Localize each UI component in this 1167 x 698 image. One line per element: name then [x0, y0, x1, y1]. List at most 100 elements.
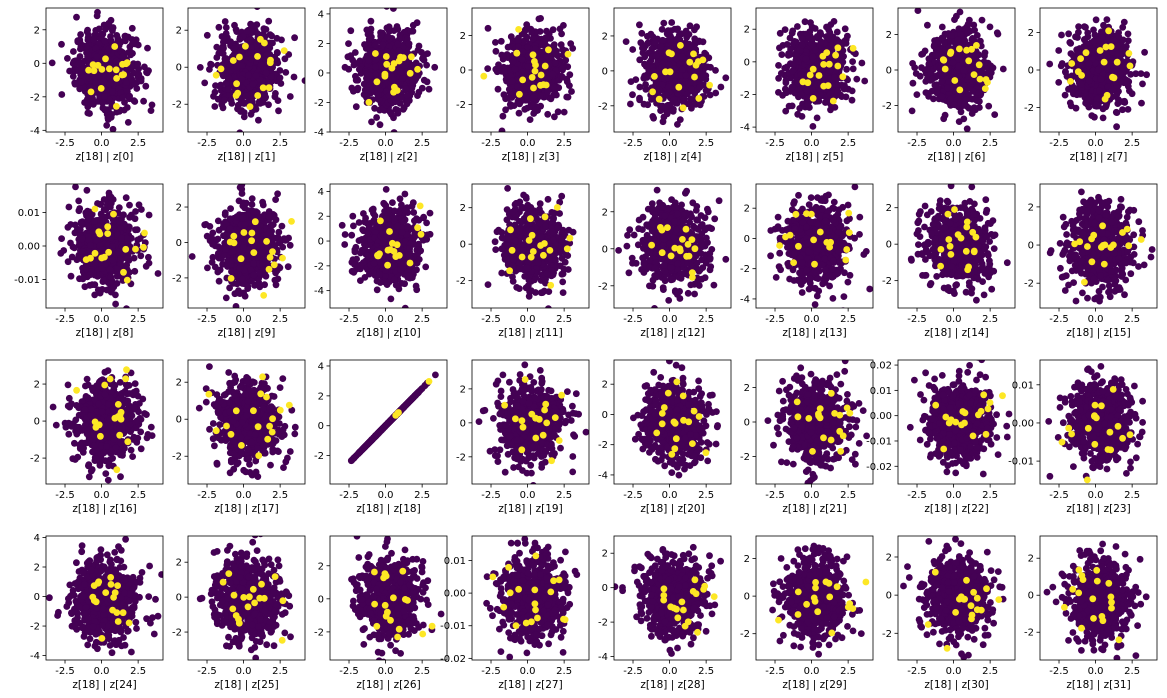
- y-tick-label: 2: [34, 25, 40, 36]
- scatter-point: [126, 72, 134, 80]
- scatter-point: [133, 85, 141, 92]
- scatter-point: [668, 19, 676, 26]
- highlight-point: [541, 62, 549, 70]
- highlight-point: [531, 58, 538, 65]
- scatter-point: [791, 38, 798, 45]
- scatter-point: [255, 116, 262, 124]
- scatter-point: [141, 63, 148, 71]
- scatter-point: [858, 59, 866, 67]
- scatter-point: [498, 127, 506, 132]
- highlight-point: [530, 84, 537, 92]
- scatter-point: [399, 75, 406, 82]
- scatter-point: [81, 99, 88, 106]
- scatter-point: [969, 78, 977, 85]
- y-tick-label: 0: [460, 66, 466, 77]
- scatter-point: [955, 62, 962, 70]
- scatter-point: [507, 103, 515, 110]
- scatter-point: [642, 81, 649, 88]
- scatter-point: [499, 112, 507, 120]
- scatter-point: [348, 84, 356, 92]
- scatter-point: [504, 94, 512, 102]
- x-axis-label: z[18] | z[3]: [502, 151, 560, 163]
- scatter-point: [918, 64, 925, 71]
- x-axis-label: z[18] | z[5]: [786, 151, 844, 163]
- point-cloud: [908, 8, 1007, 132]
- x-tick-label: -2.5: [907, 138, 927, 149]
- y-tick-label: -4: [30, 126, 40, 137]
- scatter-point: [361, 41, 368, 48]
- x-tick-label: 0.0: [378, 138, 394, 149]
- highlight-point: [254, 53, 261, 60]
- highlight-point: [217, 65, 225, 73]
- axes-frame: [755, 7, 874, 133]
- scatter-point: [383, 8, 390, 10]
- scatter-point: [95, 25, 103, 33]
- highlight-point: [90, 67, 98, 75]
- highlight-point: [675, 83, 683, 91]
- x-tick-label: -2.5: [765, 138, 785, 149]
- scatter-point: [834, 81, 841, 88]
- scatter-point: [554, 108, 562, 116]
- scatter-point: [243, 28, 251, 35]
- highlight-point: [98, 66, 106, 73]
- scatter-point: [676, 36, 684, 43]
- scatter-point: [105, 19, 113, 27]
- scatter-point: [663, 74, 671, 82]
- scatter-point: [978, 16, 986, 24]
- scatter-point: [1112, 108, 1120, 116]
- scatter-point: [77, 31, 84, 38]
- scatter-point: [409, 21, 417, 29]
- highlight-point: [679, 104, 687, 112]
- scatter-point: [257, 61, 265, 69]
- scatter-point: [777, 70, 785, 77]
- scatter-point: [813, 114, 821, 122]
- scatter-point: [523, 24, 531, 31]
- scatter-point: [853, 75, 861, 83]
- highlight-point: [390, 60, 398, 67]
- highlight-point: [651, 73, 658, 80]
- scatter-point: [494, 85, 502, 93]
- scatter-point: [484, 65, 492, 72]
- scatter-point: [970, 21, 978, 29]
- scatter-point: [525, 79, 532, 86]
- x-axis-label: z[18] | z[4]: [644, 151, 702, 163]
- scatter-point: [390, 8, 397, 12]
- scatter-point: [217, 81, 225, 89]
- scatter-point: [423, 78, 431, 86]
- scatter-point: [497, 37, 505, 45]
- scatter-point: [220, 38, 227, 46]
- scatter-point: [977, 69, 984, 77]
- scatter-point: [361, 86, 369, 94]
- highlight-point: [825, 60, 833, 68]
- x-tick-label: 2.5: [272, 138, 288, 149]
- scatter-point: [684, 31, 692, 38]
- highlight-point: [102, 55, 109, 63]
- scatter-point: [247, 36, 255, 44]
- scatter-point: [143, 68, 150, 76]
- scatter-point: [124, 119, 132, 126]
- x-tick-label: 2.5: [982, 138, 998, 149]
- scatter-point: [112, 57, 120, 65]
- scatter-point: [354, 76, 362, 84]
- scatter-point: [390, 53, 398, 60]
- y-tick-label: 2: [176, 26, 182, 37]
- scatter-point: [960, 66, 968, 74]
- scatter-point: [659, 118, 667, 126]
- scatter-point: [144, 44, 151, 52]
- scatter-point: [700, 71, 707, 78]
- scatter-point: [238, 62, 246, 70]
- scatter-point: [259, 45, 267, 53]
- y-tick-label: 2: [460, 31, 466, 42]
- scatter-point: [272, 90, 279, 97]
- scatter-point: [236, 129, 244, 132]
- x-tick-label: 0.0: [946, 138, 962, 149]
- scatter-point: [955, 118, 963, 125]
- scatter-point: [88, 100, 96, 107]
- point-cloud: [48, 8, 156, 132]
- scatter-point: [376, 121, 384, 129]
- scatter-point: [938, 78, 946, 85]
- scatter-point: [234, 101, 242, 109]
- scatter-point: [245, 71, 253, 79]
- y-tick-label: 2: [318, 39, 324, 50]
- x-axis-label: z[18] | z[0]: [76, 151, 134, 163]
